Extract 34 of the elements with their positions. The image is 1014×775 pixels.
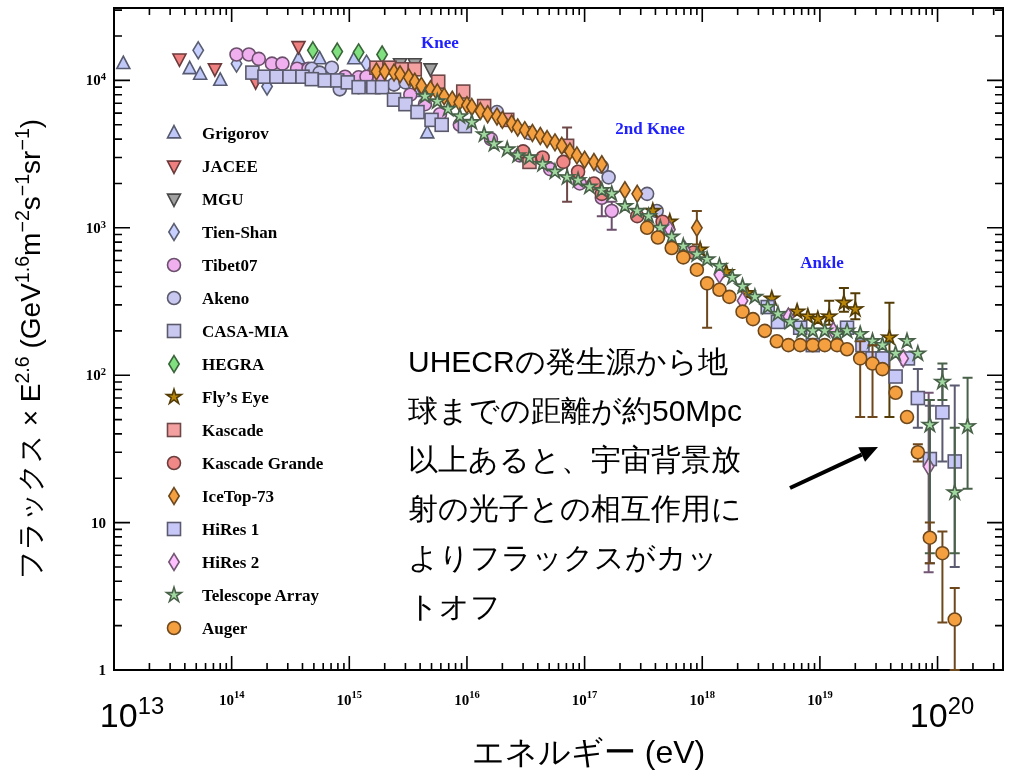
legend-label: Akeno — [202, 289, 250, 308]
y-tick-label: 10$^{3}$ — [85, 218, 106, 236]
legend-label: HiRes 2 — [202, 553, 260, 572]
x-tick-label: 10$^{18}$ — [689, 689, 715, 708]
legend-label: Tien-Shan — [202, 223, 278, 242]
legend-label: HEGRA — [202, 355, 266, 374]
text: 10$^{13}$ — [99, 691, 165, 734]
legend-label: Fly’s Eye — [202, 388, 270, 407]
text: 10$^{20}$ — [909, 691, 975, 734]
legend-label: Tibet07 — [202, 256, 258, 275]
y-tick-label: 10$^{4}$ — [85, 70, 107, 89]
legend-label: CASA-MIA — [202, 322, 290, 341]
legend-label: MGU — [202, 190, 244, 209]
legend-label: Auger — [202, 619, 248, 638]
y-tick-label: 10$^{2}$ — [85, 365, 106, 384]
legend-label: Kascade — [202, 421, 264, 440]
x-tick-label: 10$^{16}$ — [454, 689, 480, 708]
y-tick-label: 10 — [91, 514, 106, 531]
x-tick-label: 10$^{17}$ — [571, 689, 598, 708]
x-tick-label: 10$^{14}$ — [218, 689, 246, 708]
legend-label: JACEE — [202, 157, 258, 176]
annotation: 2nd Knee — [615, 119, 686, 138]
legend-label: Grigorov — [202, 124, 270, 143]
annotation: Ankle — [800, 253, 845, 272]
legend-label: Telescope Array — [202, 586, 320, 605]
annotation: UHECRの発生源から地球までの距離が約50Mpc以上あると、宇宙背景放射の光子との相互作用によりフラックスがカットオフ — [408, 345, 743, 623]
x-axis-title: エネルギー (eV) — [471, 734, 706, 770]
x-tick-label: 10$^{19}$ — [807, 689, 833, 708]
annotation: Knee — [421, 33, 460, 52]
x-tick-label: 10$^{15}$ — [336, 689, 363, 708]
legend-label: HiRes 1 — [202, 520, 260, 539]
y-tick-label: 1 — [98, 662, 106, 678]
legend-label: IceTop-73 — [202, 487, 275, 506]
legend-label: Kascade Grande — [202, 454, 324, 473]
